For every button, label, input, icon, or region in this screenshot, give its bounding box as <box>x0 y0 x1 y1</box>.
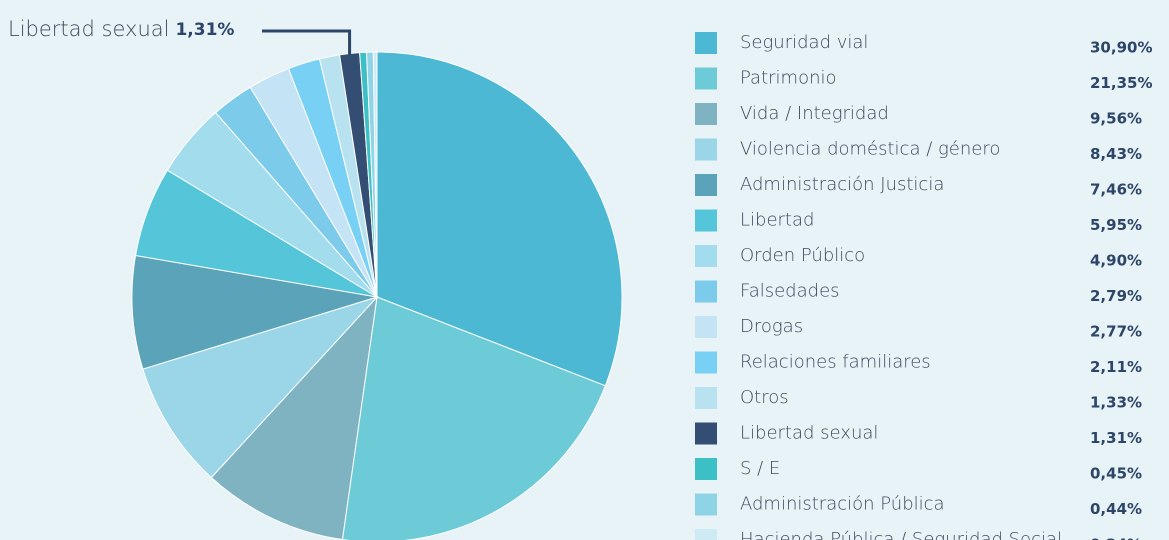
callout-name: Libertad sexual <box>8 17 169 41</box>
legend-label: Seguridad vial <box>740 32 868 53</box>
callout-line <box>262 29 352 55</box>
value-label: 2,77% <box>1090 323 1142 341</box>
value-label: 8,43% <box>1090 145 1142 163</box>
legend-label: Vida / Integridad <box>740 103 889 124</box>
value-label: 0,45% <box>1090 465 1142 483</box>
legend-swatch <box>695 67 717 90</box>
value-label: 30,90% <box>1090 39 1152 57</box>
value-label: 9,56% <box>1090 110 1142 128</box>
legend-swatch <box>695 174 717 196</box>
legend-label: S / E <box>740 458 780 479</box>
pie-slice <box>142 295 379 479</box>
legend-label: Hacienda Pública / Seguridad Social <box>740 529 1062 540</box>
legend-label: Administración Justicia <box>740 174 944 195</box>
pie-slice <box>131 254 378 370</box>
legend-swatch <box>695 209 717 232</box>
pie-slice <box>341 296 606 540</box>
legend-swatch <box>695 32 717 54</box>
value-label: 0,24% <box>1090 536 1142 540</box>
legend-swatch <box>695 493 717 516</box>
legend-label: Patrimonio <box>740 68 837 89</box>
legend-swatch <box>695 280 717 303</box>
legend-label: Otros <box>740 387 789 408</box>
legend-label: Relaciones familiares <box>740 352 931 373</box>
legend-swatch <box>695 387 717 409</box>
legend-swatch <box>695 316 717 338</box>
legend-label: Violencia doméstica / género <box>740 139 1000 160</box>
legend-label: Orden Público <box>740 245 865 266</box>
value-label: 21,35% <box>1090 74 1152 92</box>
value-label: 4,90% <box>1090 252 1142 270</box>
pie-slice <box>376 51 623 387</box>
legend-swatch <box>695 422 717 445</box>
legend-label: Administración Pública <box>740 494 945 515</box>
legend-swatch <box>695 103 717 125</box>
pie-slice <box>372 51 378 298</box>
value-label: 5,95% <box>1090 216 1142 234</box>
value-label: 0,44% <box>1090 500 1142 518</box>
value-label: 1,33% <box>1090 394 1142 412</box>
legend-swatch <box>695 138 717 161</box>
value-label: 1,31% <box>1090 429 1142 447</box>
legend-label: Libertad sexual <box>740 423 878 444</box>
legend-swatch <box>695 458 717 480</box>
legend-label: Libertad <box>740 210 814 231</box>
legend-swatch <box>695 245 717 267</box>
callout-value: 1,31% <box>175 20 234 40</box>
callout-label: Libertad sexual 1,31% <box>8 17 234 41</box>
legend-label: Drogas <box>740 316 803 337</box>
legend-swatch <box>695 529 717 540</box>
value-label: 2,11% <box>1090 358 1142 376</box>
value-label: 7,46% <box>1090 181 1142 199</box>
legend-label: Falsedades <box>740 281 840 302</box>
value-label: 2,79% <box>1090 287 1142 305</box>
legend-swatch <box>695 351 717 374</box>
pie-slice <box>210 295 378 540</box>
